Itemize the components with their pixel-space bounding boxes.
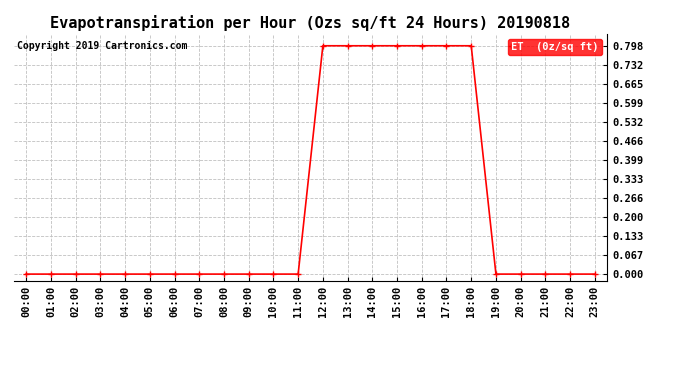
Legend: ET  (0z/sq ft): ET (0z/sq ft) [509, 39, 602, 55]
ET  (0z/sq ft) [368, 44, 377, 48]
ET  (0z/sq ft) [541, 272, 549, 276]
ET  (0z/sq ft) [492, 272, 500, 276]
ET  (0z/sq ft) [195, 272, 204, 276]
ET  (0z/sq ft) [294, 272, 302, 276]
ET  (0z/sq ft) [121, 272, 129, 276]
ET  (0z/sq ft) [220, 272, 228, 276]
ET  (0z/sq ft) [269, 272, 277, 276]
ET  (0z/sq ft) [47, 272, 55, 276]
Text: Copyright 2019 Cartronics.com: Copyright 2019 Cartronics.com [17, 41, 187, 51]
Line: ET  (0z/sq ft): ET (0z/sq ft) [23, 43, 598, 277]
ET  (0z/sq ft) [393, 44, 401, 48]
ET  (0z/sq ft) [146, 272, 154, 276]
ET  (0z/sq ft) [591, 272, 599, 276]
ET  (0z/sq ft) [566, 272, 574, 276]
ET  (0z/sq ft) [319, 44, 327, 48]
ET  (0z/sq ft) [344, 44, 352, 48]
ET  (0z/sq ft) [442, 44, 451, 48]
ET  (0z/sq ft) [244, 272, 253, 276]
Title: Evapotranspiration per Hour (Ozs sq/ft 24 Hours) 20190818: Evapotranspiration per Hour (Ozs sq/ft 2… [50, 15, 571, 31]
ET  (0z/sq ft) [467, 44, 475, 48]
ET  (0z/sq ft) [22, 272, 30, 276]
ET  (0z/sq ft) [96, 272, 104, 276]
ET  (0z/sq ft) [517, 272, 525, 276]
ET  (0z/sq ft) [72, 272, 80, 276]
ET  (0z/sq ft) [417, 44, 426, 48]
ET  (0z/sq ft) [170, 272, 179, 276]
